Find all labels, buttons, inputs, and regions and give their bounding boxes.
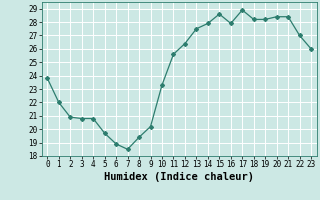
X-axis label: Humidex (Indice chaleur): Humidex (Indice chaleur) <box>104 172 254 182</box>
